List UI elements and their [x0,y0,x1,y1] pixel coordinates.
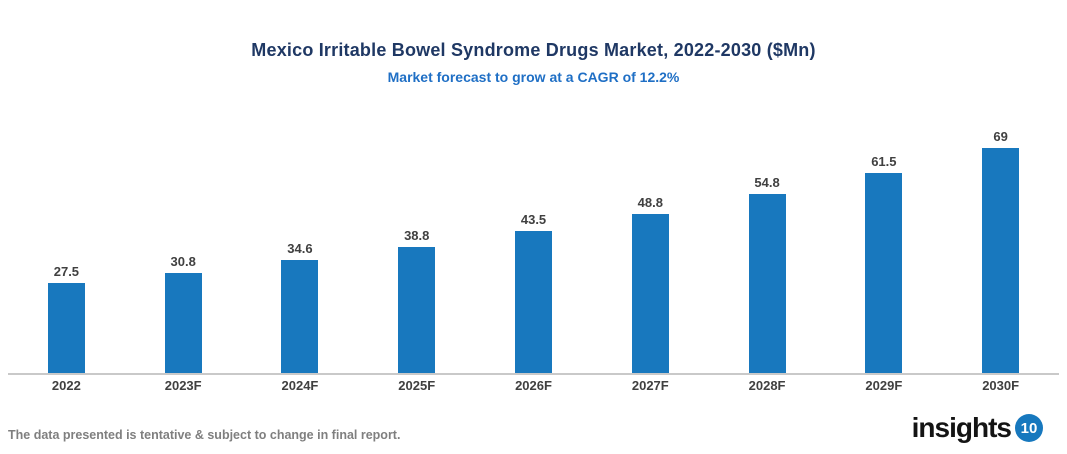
logo-text: insights [911,412,1012,443]
x-tick-2026F: 2026F [515,378,552,393]
bar-value-label: 27.5 [53,264,80,280]
bar-2025F [398,246,436,373]
bar-column-2030F: 69 [942,129,1059,373]
bar-value-label: 43.5 [520,212,547,228]
bar-2029F [865,172,903,373]
logo-badge: 10 [1015,414,1043,442]
x-tick-2028F: 2028F [748,378,786,393]
x-tick-2029F: 2029F [865,378,903,393]
plot-area: 27.5 30.8 34.6 38.8 43.5 48.8 54.8 61.5 69 [8,122,1059,375]
chart-title: Mexico Irritable Bowel Syndrome Drugs Ma… [251,40,816,60]
bar-column-2024F: 34.6 [242,241,359,373]
bar-column-2029F: 61.5 [825,153,942,373]
bar-2027F [631,213,669,373]
bar-column-2028F: 54.8 [709,175,826,373]
bar-value-label: 48.8 [637,194,663,210]
bar-column-2023F: 30.8 [125,254,242,373]
bar-column-2026F: 43.5 [475,212,592,373]
bar-value-label: 61.5 [871,153,897,169]
bar-2030F [982,148,1020,373]
x-tick-2024F: 2024F [281,378,319,393]
x-tick-2023F: 2023F [164,378,202,393]
bar-column-2022: 27.5 [8,264,125,373]
bar-value-label: 54.8 [754,175,780,191]
bar-value-label: 38.8 [404,227,430,243]
bar-2022 [47,283,85,373]
x-tick-2030F: 2030F [982,378,1020,393]
bar-value-label: 34.6 [287,241,313,257]
footnote: The data presented is tentative & subjec… [8,428,401,442]
x-tick-2027F: 2027F [631,378,669,393]
bar-2024F [281,260,319,373]
x-tick-2022: 2022 [51,378,81,393]
bar-2028F [748,194,786,373]
chart-subtitle: Market forecast to grow at a CAGR of 12.… [387,69,680,85]
bar-column-2025F: 38.8 [358,227,475,373]
insights10-logo: insights 10 [912,412,1043,444]
x-tick-2025F: 2025F [398,378,436,393]
x-axis-labels: 2022 2023F 2024F 2025F 2026F 2027F 2028F 2029F 2… [8,378,1059,393]
bar-column-2027F: 48.8 [592,195,709,373]
bar-value-label: 30.8 [170,253,196,269]
bar-2023F [164,272,202,373]
bar-2026F [515,231,553,373]
bar-value-label: 69 [993,129,1008,144]
